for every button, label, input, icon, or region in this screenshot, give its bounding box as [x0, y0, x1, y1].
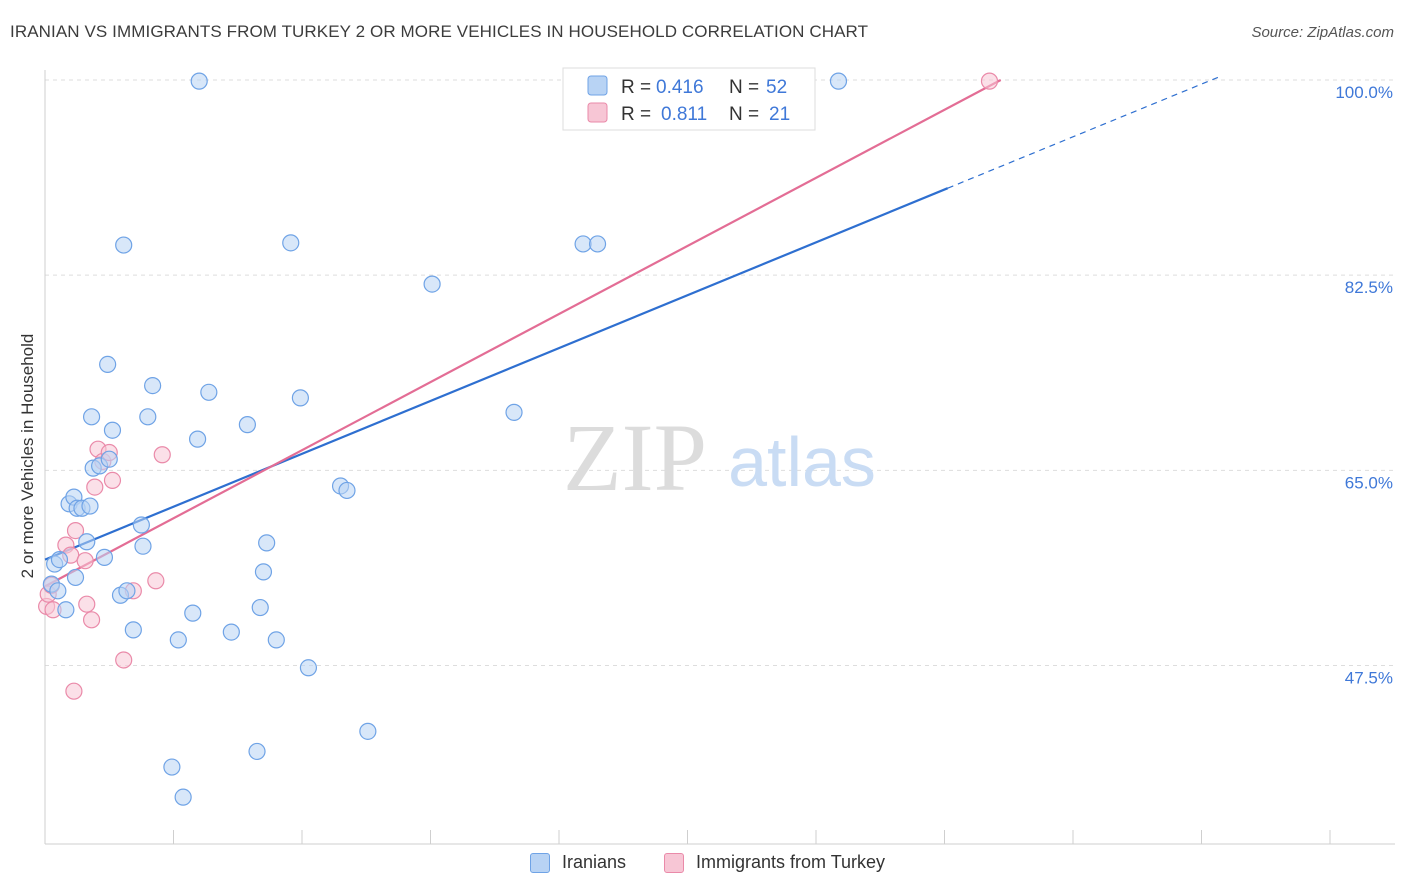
point-iranians: [66, 568, 85, 587]
point-turkey: [147, 572, 165, 590]
legend-label-iranians: Iranians: [562, 852, 627, 872]
point-iranians: [188, 430, 207, 448]
legend-swatch-turkey: [587, 102, 608, 123]
legend-swatch-iranians: [587, 75, 608, 96]
y-tick-label: 47.5%: [1345, 669, 1393, 688]
legend-n-label-2: N =: [729, 104, 759, 125]
legend-r-label-1: R =: [621, 77, 651, 98]
chart-title: IRANIAN VS IMMIGRANTS FROM TURKEY 2 OR M…: [10, 22, 869, 41]
point-turkey: [980, 72, 999, 90]
point-iranians: [132, 516, 150, 534]
point-turkey: [65, 682, 83, 700]
point-iranians: [190, 72, 208, 90]
point-turkey: [115, 651, 133, 669]
point-iranians: [99, 355, 117, 374]
bottom-legend: Iranians Immigrants from Turkey: [0, 850, 1406, 880]
point-iranians: [118, 582, 136, 600]
legend-n-label-1: N =: [729, 77, 759, 98]
point-iranians: [282, 234, 300, 252]
axes: [44, 70, 1395, 845]
point-iranians: [338, 481, 356, 500]
y-tick-label: 82.5%: [1345, 278, 1393, 297]
legend-n-value-1: 52: [766, 77, 787, 98]
legend-box: R = 0.416 N = 52 R = 0.811 N = 21: [562, 67, 816, 131]
point-iranians: [57, 601, 75, 619]
point-turkey: [153, 446, 171, 464]
point-iranians: [49, 582, 67, 600]
point-iranians: [829, 72, 848, 90]
point-iranians: [78, 533, 96, 551]
point-iranians: [82, 408, 101, 426]
data-points: [38, 72, 999, 806]
point-iranians: [144, 377, 162, 395]
point-iranians: [238, 416, 256, 434]
point-iranians: [588, 235, 607, 253]
watermark-atlas: atlas: [728, 423, 876, 501]
point-iranians: [248, 742, 266, 761]
watermark-zip: ZIP: [563, 404, 707, 511]
point-turkey: [66, 521, 85, 540]
point-iranians: [134, 537, 152, 555]
point-iranians: [299, 659, 318, 677]
point-turkey: [76, 552, 94, 570]
point-iranians: [163, 758, 181, 776]
y-tick-label: 65.0%: [1345, 473, 1393, 492]
legend-item-turkey[interactable]: Immigrants from Turkey: [664, 852, 885, 873]
point-iranians: [251, 598, 269, 617]
watermark: ZIP atlas: [563, 404, 876, 511]
point-iranians: [124, 621, 142, 639]
point-iranians: [423, 275, 441, 293]
point-iranians: [574, 235, 592, 253]
legend-item-iranians[interactable]: Iranians: [530, 852, 626, 873]
y-tick-labels: 47.5% 65.0% 82.5% 100.0%: [1335, 83, 1393, 688]
legend-r-value-1: 0.416: [656, 77, 704, 98]
trend-line-iranians: [44, 187, 949, 561]
y-tick-label: 100.0%: [1335, 83, 1393, 102]
trend-lines: [44, 74, 1223, 588]
legend-n-value-2: 21: [769, 104, 790, 125]
point-iranians: [254, 563, 273, 581]
point-iranians: [103, 421, 122, 439]
source-label: Source: ZipAtlas.com: [1251, 24, 1394, 41]
point-turkey: [82, 611, 101, 629]
point-iranians: [50, 550, 69, 569]
point-iranians: [100, 450, 118, 468]
trend-line-turkey: [44, 79, 1002, 588]
point-iranians: [359, 722, 377, 740]
point-iranians: [95, 548, 114, 566]
point-iranians: [291, 389, 309, 407]
legend-swatch-iranians-bottom: [530, 852, 550, 873]
legend-r-value-2: 0.811: [661, 104, 707, 125]
point-iranians: [115, 236, 133, 254]
point-iranians: [81, 497, 99, 515]
trend-line-iranians-extension: [947, 74, 1223, 189]
legend-r-label-2: R =: [621, 104, 651, 125]
grid: [45, 79, 1395, 667]
legend-label-turkey: Immigrants from Turkey: [696, 852, 886, 872]
point-iranians: [184, 604, 202, 622]
point-iranians: [505, 403, 523, 421]
point-turkey: [86, 478, 104, 496]
point-turkey: [78, 595, 96, 613]
point-iranians: [139, 408, 157, 426]
legend-swatch-turkey-bottom: [664, 852, 684, 873]
point-iranians: [258, 534, 276, 552]
point-iranians: [169, 631, 187, 649]
point-iranians: [200, 383, 218, 401]
point-turkey: [103, 471, 122, 490]
point-iranians: [174, 788, 192, 806]
point-iranians: [267, 631, 285, 649]
point-iranians: [222, 623, 240, 641]
